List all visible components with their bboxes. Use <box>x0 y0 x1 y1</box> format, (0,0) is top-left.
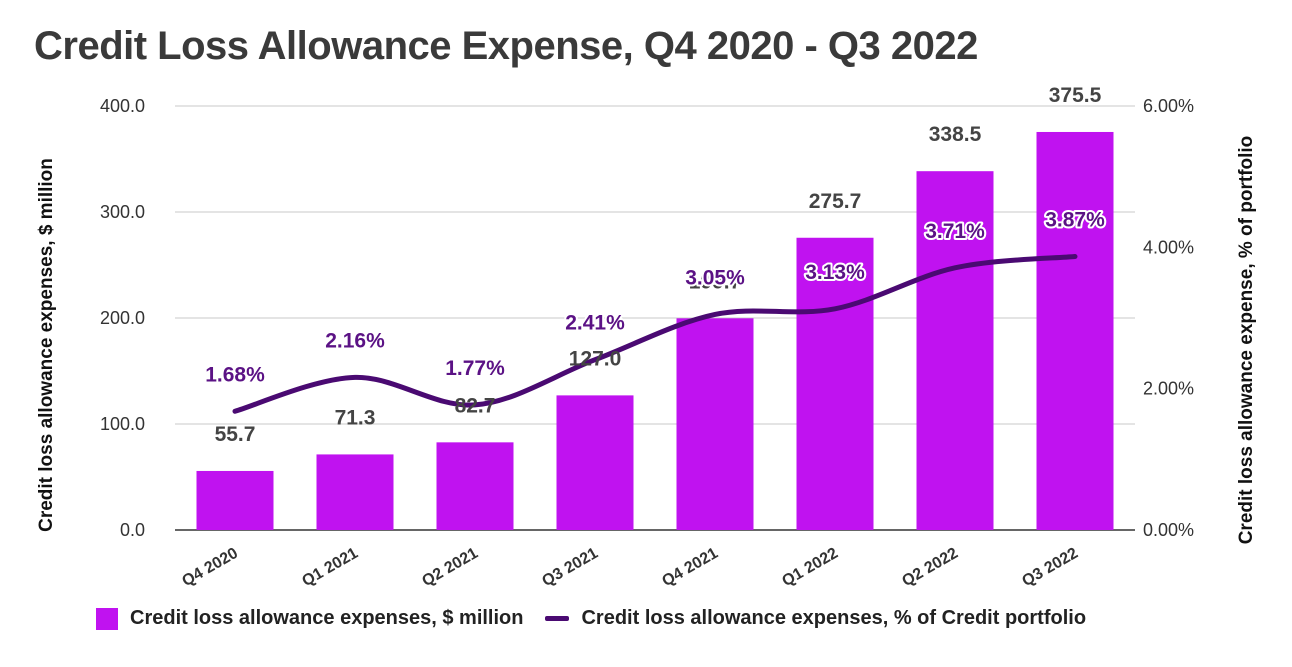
legend-line-label: Credit loss allowance expenses, % of Cre… <box>581 607 1087 629</box>
legend-bar-swatch <box>96 607 118 630</box>
y-left-tick-label: 0.0 <box>120 520 145 540</box>
bar-q3-2022 <box>1036 131 1114 530</box>
chart-title: Credit Loss Allowance Expense, Q4 2020 -… <box>34 24 978 68</box>
percent-value-label: 3.05% <box>685 266 745 289</box>
bar-q1-2021 <box>316 454 394 530</box>
y-axis-right-title: Credit loss allowance expense, % of port… <box>1236 136 1257 545</box>
y-right-tick-label: 0.00% <box>1143 520 1194 540</box>
percent-value-label: 3.71% <box>925 220 985 243</box>
legend-line-swatch <box>545 616 570 621</box>
bar-value-label: 275.7 <box>809 190 862 213</box>
line-series <box>232 254 1078 414</box>
percent-value-label: 2.41% <box>565 312 625 335</box>
x-tick-label: Q2 2021 <box>419 545 481 590</box>
x-tick-label: Q1 2021 <box>299 545 361 590</box>
x-tick-label: Q4 2020 <box>179 545 241 590</box>
bar-value-label: 375.5 <box>1049 84 1102 107</box>
bar-value-label: 82.7 <box>455 394 496 417</box>
legend-item-bars: Credit loss allowance expenses, $ millio… <box>96 607 523 630</box>
y-axis-left-title: Credit loss allowance expenses, $ millio… <box>36 158 57 532</box>
bar-q3-2021 <box>556 395 634 530</box>
x-tick-label: Q3 2022 <box>1019 545 1081 590</box>
bar-q2-2022 <box>916 171 994 530</box>
bar-q1-2022 <box>796 237 874 530</box>
bar-q2-2021 <box>436 442 514 530</box>
bar-q4-2020 <box>196 470 274 530</box>
x-tick-label: Q4 2021 <box>659 545 721 590</box>
legend-item-line: Credit loss allowance expenses, % of Cre… <box>545 607 1086 630</box>
bar-value-label: 199.7 <box>689 270 742 293</box>
data-labels: 55.7 71.3 82.7 127.0 199.7 275.7 338.5 375.5 1.6… <box>203 84 1107 446</box>
bar-series <box>196 131 1114 530</box>
percent-value-label: 1.68% <box>205 363 265 386</box>
bar-value-label: 127.0 <box>569 347 622 370</box>
bar-value-label: 71.3 <box>335 406 376 429</box>
bar-q4-2021 <box>676 318 754 530</box>
legend-bar-label: Credit loss allowance expenses, $ millio… <box>130 607 524 629</box>
bar-value-label: 338.5 <box>929 123 982 146</box>
percent-value-label: 3.87% <box>1045 209 1105 232</box>
y-right-tick-label: 4.00% <box>1143 237 1194 257</box>
percent-value-label: 3.13% <box>805 261 865 284</box>
x-tick-label: Q1 2022 <box>779 545 841 590</box>
percent-value-label: 2.16% <box>325 329 385 352</box>
y-right-tick-label: 6.00% <box>1143 96 1194 116</box>
percent-line <box>232 254 1078 414</box>
bar-value-label: 55.7 <box>215 423 256 446</box>
percent-value-label: 1.77% <box>445 357 505 380</box>
y-right-tick-label: 2.00% <box>1143 379 1194 399</box>
y-left-tick-label: 100.0 <box>100 414 145 434</box>
y-left-tick-label: 400.0 <box>100 96 145 116</box>
x-tick-label: Q2 2022 <box>899 545 961 590</box>
legend: Credit loss allowance expenses, $ millio… <box>96 607 1108 630</box>
y-left-tick-label: 300.0 <box>100 202 145 222</box>
y-left-tick-label: 200.0 <box>100 308 145 328</box>
x-tick-label: Q3 2021 <box>539 545 601 590</box>
